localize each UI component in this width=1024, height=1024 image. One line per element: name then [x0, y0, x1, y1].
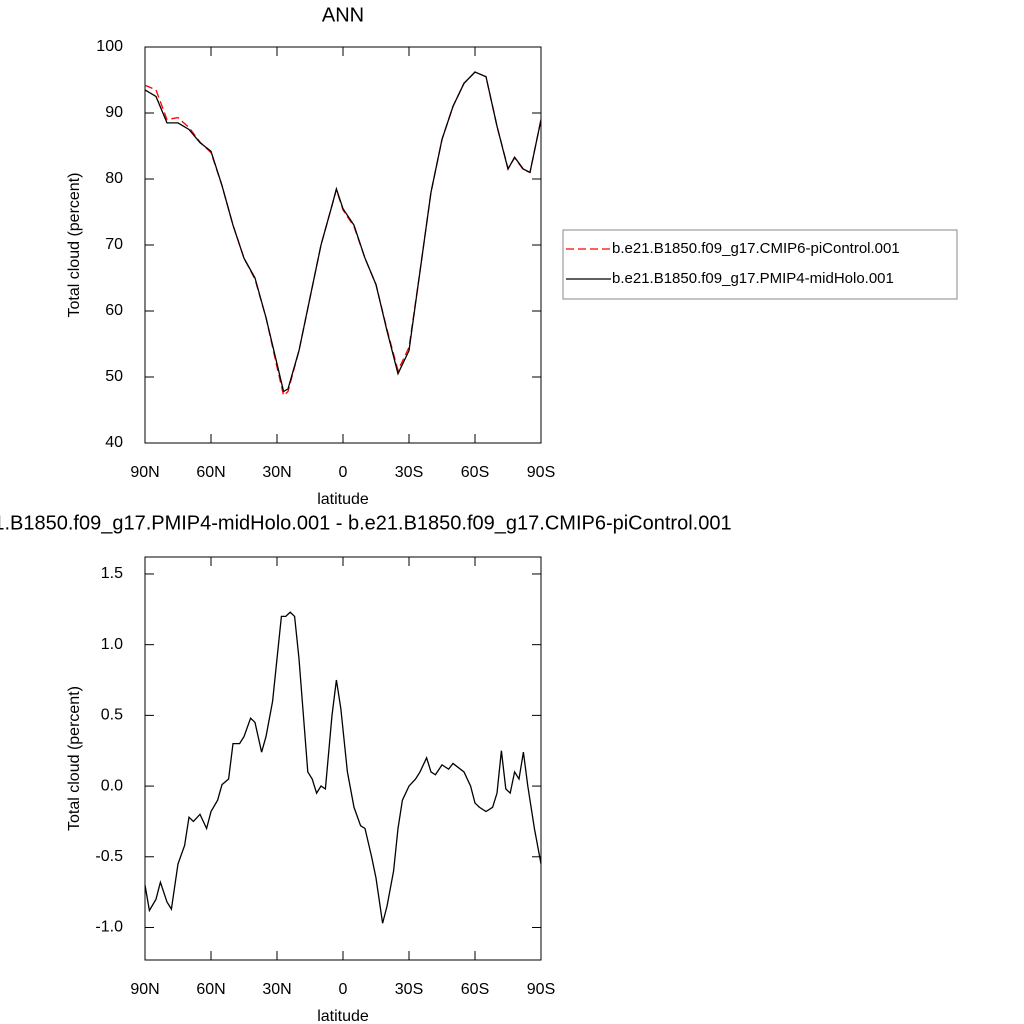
y-axis-title: Total cloud (percent) — [66, 173, 83, 318]
data-line — [144, 611, 542, 924]
legend-label: b.e21.B1850.f09_g17.PMIP4-midHolo.001 — [612, 270, 894, 287]
x-tick-label: 60N — [196, 464, 225, 481]
y-tick-label: 0.0 — [101, 777, 123, 794]
x-tick-label: 60N — [196, 981, 225, 998]
x-tick-label: 0 — [339, 981, 348, 998]
y-axis-title: Total cloud (percent) — [66, 686, 83, 831]
data-line — [144, 71, 542, 397]
y-tick-label: 90 — [105, 104, 123, 121]
x-tick-label: 90N — [130, 464, 159, 481]
x-tick-label: 30S — [395, 981, 423, 998]
x-tick-label: 90N — [130, 981, 159, 998]
y-tick-label: 50 — [105, 368, 123, 385]
y-tick-label: 1.5 — [101, 565, 123, 582]
y-tick-label: 70 — [105, 236, 123, 253]
x-tick-label: 30N — [262, 981, 291, 998]
x-tick-label: 30S — [395, 464, 423, 481]
y-tick-label: -1.0 — [95, 919, 123, 936]
legend-box — [562, 229, 958, 300]
y-tick-label: 80 — [105, 170, 123, 187]
data-line — [144, 71, 542, 393]
y-tick-label: 60 — [105, 302, 123, 319]
y-tick-label: 40 — [105, 434, 123, 451]
legend-label: b.e21.B1850.f09_g17.CMIP6-piControl.001 — [612, 240, 900, 257]
y-tick-label: -0.5 — [95, 848, 123, 865]
plot-frame — [144, 46, 542, 444]
plot-frame — [144, 556, 542, 961]
chart-title: ANN — [322, 4, 364, 26]
x-tick-label: 60S — [461, 981, 489, 998]
x-tick-label: 30N — [262, 464, 291, 481]
x-axis-title: latitude — [317, 491, 369, 508]
x-axis-title: latitude — [317, 1008, 369, 1024]
y-tick-label: 100 — [96, 38, 123, 55]
x-tick-label: 90S — [527, 981, 555, 998]
x-tick-label: 60S — [461, 464, 489, 481]
y-tick-label: 0.5 — [101, 707, 123, 724]
x-tick-label: 90S — [527, 464, 555, 481]
chart-title: b.e21.B1850.f09_g17.PMIP4-midHolo.001 - … — [0, 512, 732, 534]
y-tick-label: 1.0 — [101, 636, 123, 653]
x-tick-label: 0 — [339, 464, 348, 481]
